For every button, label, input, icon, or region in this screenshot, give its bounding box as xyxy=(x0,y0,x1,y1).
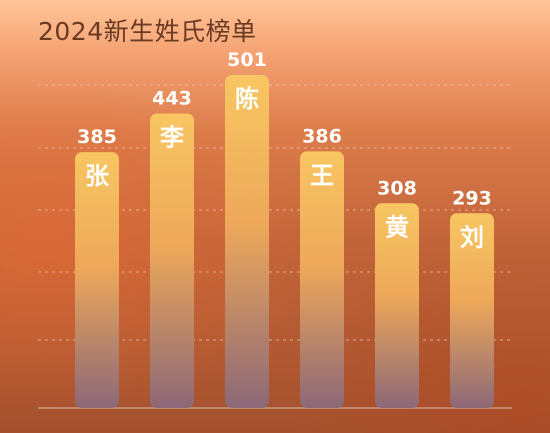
value-label: 308 xyxy=(377,177,417,199)
category-label: 陈 xyxy=(235,85,259,113)
category-label: 李 xyxy=(160,124,184,152)
value-label: 293 xyxy=(452,187,492,209)
bar xyxy=(225,75,269,408)
bar xyxy=(450,213,494,408)
bar xyxy=(300,151,344,408)
bar xyxy=(150,113,194,408)
category-label: 张 xyxy=(85,162,110,190)
category-label: 王 xyxy=(310,161,334,189)
value-label: 386 xyxy=(302,125,342,147)
bars-group: 385 张 443 李 501 陈 386 王 308 黄 293 刘 xyxy=(75,49,494,408)
bar xyxy=(375,203,419,408)
category-label: 黄 xyxy=(385,213,409,241)
value-label: 385 xyxy=(77,126,117,148)
value-label: 501 xyxy=(227,49,267,71)
chart-title: 2024新生姓氏榜单 xyxy=(38,17,257,46)
bar xyxy=(75,152,119,408)
value-label: 443 xyxy=(152,88,192,110)
category-label: 刘 xyxy=(460,223,484,251)
